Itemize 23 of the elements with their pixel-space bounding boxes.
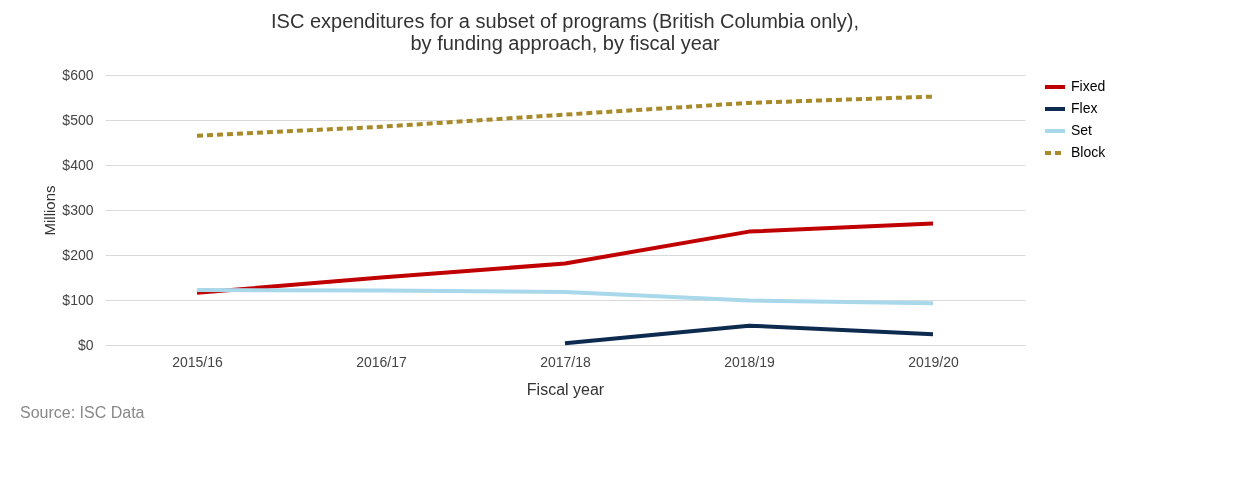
x-axis-title: Fiscal year	[526, 380, 605, 398]
x-tick-label: 2016/17	[356, 353, 408, 370]
line-series	[195, 288, 935, 306]
legend-label: Set	[1071, 122, 1093, 138]
y-tick-label: $600	[62, 66, 94, 83]
x-tick-label: 2015/16	[172, 353, 224, 370]
legend-label: Block	[1071, 144, 1107, 160]
y-tick-label: $400	[62, 156, 94, 173]
source-note: Source: ISC Data	[20, 404, 145, 421]
chart-title: ISC expenditures for a subset of programs (British Columbia only), by funding approach, by fiscal year	[270, 10, 860, 54]
x-tick-label: 2018/19	[724, 353, 776, 370]
x-tick-label: 2017/18	[540, 353, 592, 370]
y-tick-label: $0	[77, 336, 94, 353]
x-tick-label: 2019/20	[908, 353, 960, 370]
y-tick-label: $300	[62, 201, 94, 218]
y-tick-label: $100	[62, 291, 94, 308]
y-axis-title: Millions	[41, 185, 59, 236]
legend-label: Flex	[1071, 100, 1098, 116]
y-tick-label: $500	[62, 111, 94, 128]
line-series	[195, 94, 935, 138]
legend-label: Fixed	[1071, 78, 1106, 94]
y-tick-label: $200	[62, 246, 94, 263]
line-series	[195, 221, 935, 295]
